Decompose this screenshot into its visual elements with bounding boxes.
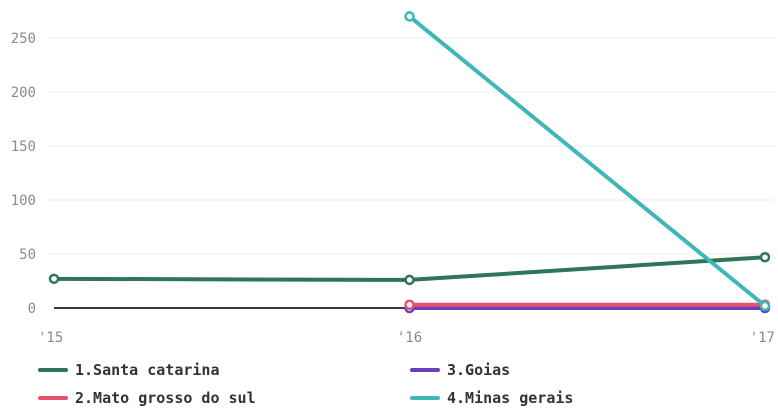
x-axis: '15 '16 '17 bbox=[38, 330, 775, 346]
x-tick-label: '16 bbox=[397, 330, 422, 346]
line-chart: 0 50 100 150 200 250 '15 '16 '17 bbox=[11, 11, 775, 346]
data-point[interactable] bbox=[759, 251, 771, 263]
series bbox=[48, 11, 771, 314]
legend-label: 1.Santa catarina bbox=[75, 361, 220, 379]
grid bbox=[48, 37, 775, 309]
series-line bbox=[407, 14, 767, 308]
data-point[interactable] bbox=[759, 300, 771, 312]
legend-item-minas-gerais[interactable]: 4.Minas gerais bbox=[410, 388, 573, 408]
legend-label: 2.Mato grosso do sul bbox=[75, 389, 256, 407]
x-tick-label: '17 bbox=[750, 330, 775, 346]
legend-item-mato-grosso-do-sul[interactable]: 2.Mato grosso do sul bbox=[38, 388, 256, 408]
legend: 1.Santa catarina 2.Mato grosso do sul 3.… bbox=[0, 356, 778, 408]
legend-swatch bbox=[410, 396, 440, 400]
legend-label: 3.Goias bbox=[447, 361, 511, 379]
legend-item-santa-catarina[interactable]: 1.Santa catarina bbox=[38, 360, 220, 380]
legend-swatch bbox=[410, 368, 440, 372]
y-tick-label: 150 bbox=[11, 139, 36, 155]
data-point[interactable] bbox=[404, 274, 415, 286]
legend-item-goias[interactable]: 3.Goias bbox=[410, 360, 510, 380]
data-point[interactable] bbox=[48, 273, 60, 285]
x-tick-label: '15 bbox=[38, 330, 63, 346]
y-axis: 0 50 100 150 200 250 bbox=[11, 31, 36, 317]
y-tick-label: 0 bbox=[28, 301, 36, 317]
y-tick-label: 250 bbox=[11, 31, 36, 47]
legend-label: 4.Minas gerais bbox=[447, 389, 574, 407]
y-tick-label: 100 bbox=[11, 193, 36, 209]
legend-swatch bbox=[38, 396, 68, 400]
data-point[interactable] bbox=[404, 11, 415, 22]
y-tick-label: 200 bbox=[11, 85, 36, 101]
y-tick-label: 50 bbox=[19, 247, 36, 263]
legend-swatch bbox=[38, 368, 68, 372]
data-point[interactable] bbox=[404, 299, 415, 311]
